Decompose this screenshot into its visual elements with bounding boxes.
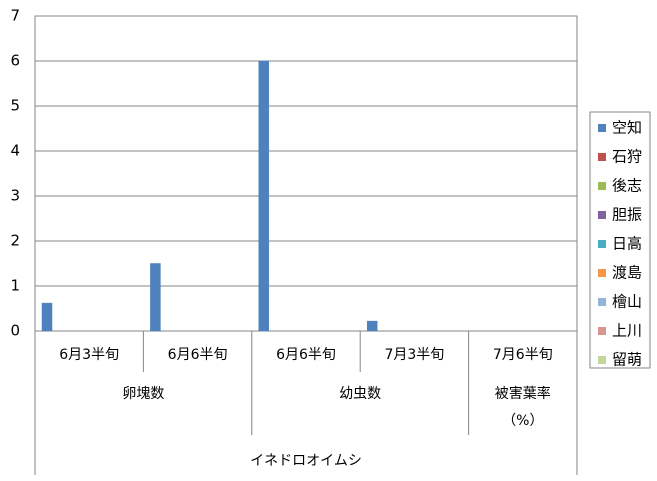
legend-label: 渡島	[612, 264, 642, 282]
x-group-label: 被害葉率 （%）	[494, 386, 551, 429]
legend-label: 後志	[612, 177, 642, 195]
x-group-label: 卵塊数	[122, 386, 165, 402]
x-group-label: イネドロオイムシ	[250, 453, 362, 469]
legend-swatch	[598, 356, 606, 364]
legend-swatch	[598, 153, 606, 161]
bar	[150, 263, 161, 332]
legend-label: 日高	[612, 235, 642, 253]
legend-swatch	[598, 269, 606, 277]
y-tick-label: 0	[10, 322, 20, 340]
bar	[366, 320, 378, 332]
legend-label: 空知	[612, 119, 642, 137]
y-tick-label: 6	[10, 52, 20, 70]
x-tick-label: 6月6半旬	[276, 347, 336, 363]
y-tick-label: 7	[10, 7, 20, 25]
x-tick-label: 6月6半旬	[167, 347, 228, 363]
legend-swatch	[598, 124, 606, 132]
x-tick-label: 7月6半旬	[492, 347, 553, 363]
x-tick-label: 6月3半旬	[59, 347, 120, 363]
y-tick-label: 1	[10, 277, 20, 295]
legend-label: 胆振	[612, 206, 642, 224]
y-tick-label: 3	[10, 187, 20, 205]
bar	[258, 60, 270, 332]
legend-swatch	[598, 211, 606, 219]
y-tick-label: 4	[10, 142, 20, 160]
y-tick-label: 2	[10, 232, 20, 250]
legend-label: 上川	[612, 322, 642, 340]
legend-label: 檜山	[612, 293, 642, 311]
legend-swatch	[598, 240, 606, 248]
plot-frame	[34, 15, 578, 332]
legend-label: 留萌	[612, 351, 642, 369]
x-tick-label: 7月3半旬	[384, 347, 445, 363]
y-tick-label: 5	[10, 97, 20, 115]
legend-label: 石狩	[612, 148, 642, 166]
legend-swatch	[598, 327, 606, 335]
x-group-label: 幼虫数	[339, 386, 382, 402]
legend-swatch	[598, 298, 606, 306]
bar	[41, 302, 53, 332]
legend-swatch	[598, 182, 606, 190]
